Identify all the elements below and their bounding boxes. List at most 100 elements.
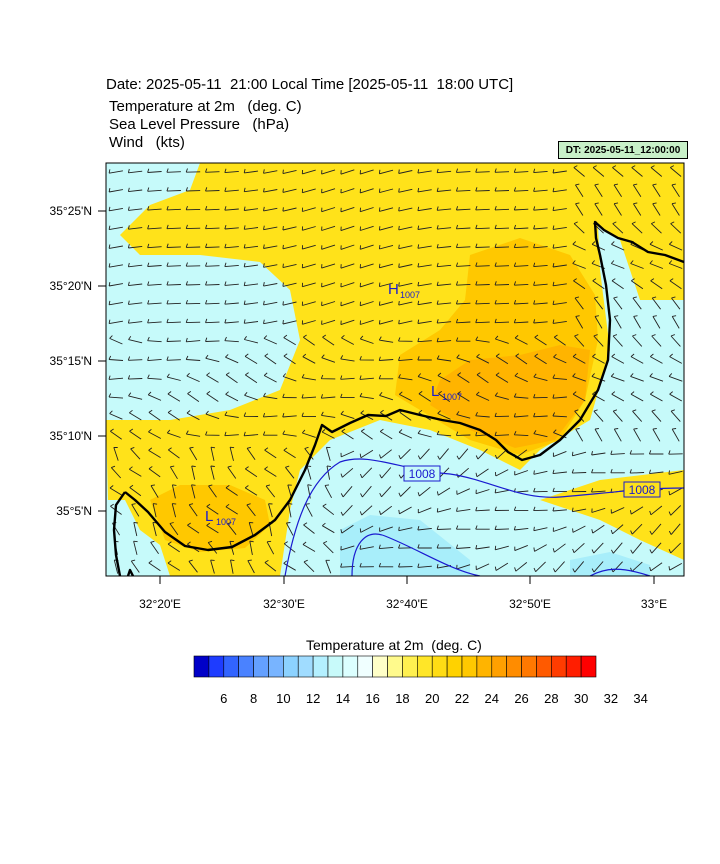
isobar-label-box-2 <box>623 481 661 498</box>
wind-barb <box>359 525 374 533</box>
wind-barb <box>359 225 374 231</box>
wind-barb <box>127 375 143 380</box>
wind-barb <box>436 337 452 343</box>
wind-barb <box>572 525 586 533</box>
wind-barb <box>612 334 623 347</box>
wind-barb <box>147 224 162 230</box>
wind-barb <box>475 299 490 305</box>
wind-barb <box>282 188 297 193</box>
colorbar-tick-label: 16 <box>365 691 379 706</box>
wind-barb <box>437 448 449 460</box>
wind-barb <box>340 263 355 269</box>
colorbar-tick-label: 26 <box>514 691 528 706</box>
wind-barb <box>287 503 293 518</box>
wind-barb <box>513 281 529 286</box>
wind-barb <box>166 318 181 324</box>
colorbar-swatch <box>372 655 388 678</box>
wind-barb <box>437 372 451 383</box>
wind-barb <box>205 318 220 324</box>
wind-barb <box>265 484 276 498</box>
wind-barb <box>398 169 413 174</box>
wind-barb <box>208 484 217 498</box>
wind-barb <box>534 353 547 365</box>
wind-barb <box>301 169 316 175</box>
wind-barb <box>494 469 509 477</box>
wind-barb <box>457 391 470 402</box>
lat-label-15: 35°15'N <box>50 354 92 368</box>
wind-barb <box>417 525 432 531</box>
wind-barb <box>455 224 471 230</box>
wind-barb <box>147 356 162 362</box>
wind-barb <box>398 301 413 306</box>
wind-barb <box>417 563 432 568</box>
wind-barb <box>533 506 548 512</box>
wind-barb <box>108 206 123 212</box>
colorbar-swatch <box>551 655 567 678</box>
wind-barb <box>632 183 642 197</box>
wind-barb <box>552 281 567 287</box>
wind-barb <box>148 409 161 421</box>
wind-barb <box>438 391 451 402</box>
wind-barb <box>301 207 316 212</box>
wind-barb <box>378 356 394 361</box>
wind-barb <box>533 561 546 573</box>
coastline-isle <box>126 568 135 576</box>
wind-barb <box>572 260 586 269</box>
wind-barb <box>417 429 432 438</box>
wind-barb <box>475 391 490 401</box>
wind-barb <box>455 300 471 305</box>
wind-barb <box>224 262 239 268</box>
wind-barb <box>340 450 355 458</box>
wind-barb <box>475 525 490 530</box>
wind-barb <box>592 353 605 364</box>
wind-barb <box>494 525 510 530</box>
wind-barb <box>266 540 275 555</box>
wind-barb <box>437 410 451 420</box>
wind-barb <box>574 334 585 347</box>
lon-label-50: 32°50'E <box>509 597 551 611</box>
wind-barb <box>436 487 451 496</box>
low-centre-west: L 1007 <box>205 508 236 527</box>
wind-barb <box>340 545 355 551</box>
wind-barb <box>591 450 606 456</box>
wind-barb <box>206 372 219 383</box>
wind-barb <box>246 446 256 460</box>
colorbar-swatch <box>431 655 448 678</box>
colorbar-ticks: 6 8 10 12 14 16 18 20 22 24 26 28 30 32 34 <box>220 691 648 706</box>
colorbar-swatch <box>565 655 582 678</box>
wind-barb <box>301 412 316 417</box>
wind-barb <box>630 260 644 269</box>
wind-barb <box>455 206 471 211</box>
wind-barb <box>206 522 219 534</box>
colorbar-title: Temperature at 2m (deg. C) <box>306 637 482 653</box>
wind-barb <box>147 391 162 401</box>
wind-barb <box>207 540 218 554</box>
wind-barb <box>436 206 452 211</box>
wind-barb <box>282 393 297 399</box>
colorbar-swatch <box>491 655 507 678</box>
isobar-label-box-1 <box>403 465 441 482</box>
wind-barb <box>188 559 198 573</box>
wind-barb <box>668 487 683 496</box>
wind-barb <box>630 373 644 382</box>
wind-barb <box>650 353 663 364</box>
wind-barb <box>613 183 622 197</box>
wind-barb <box>263 188 278 193</box>
wind-barb <box>210 559 215 574</box>
wind-barb <box>340 319 355 326</box>
wind-barb <box>633 315 641 329</box>
wind-barb <box>205 431 220 436</box>
wind-barb <box>610 524 624 535</box>
wind-barb <box>475 544 490 550</box>
wind-barb <box>514 372 528 383</box>
wind-barb <box>321 282 336 288</box>
wind-barb <box>594 183 603 197</box>
lon-label-40: 32°40'E <box>386 597 428 611</box>
wind-barb <box>552 507 567 512</box>
coastline <box>112 220 684 576</box>
wind-barb <box>494 281 510 286</box>
wind-barb <box>147 206 162 211</box>
wind-barb <box>552 487 567 493</box>
wind-barb <box>283 541 296 553</box>
wind-barb <box>475 448 488 460</box>
